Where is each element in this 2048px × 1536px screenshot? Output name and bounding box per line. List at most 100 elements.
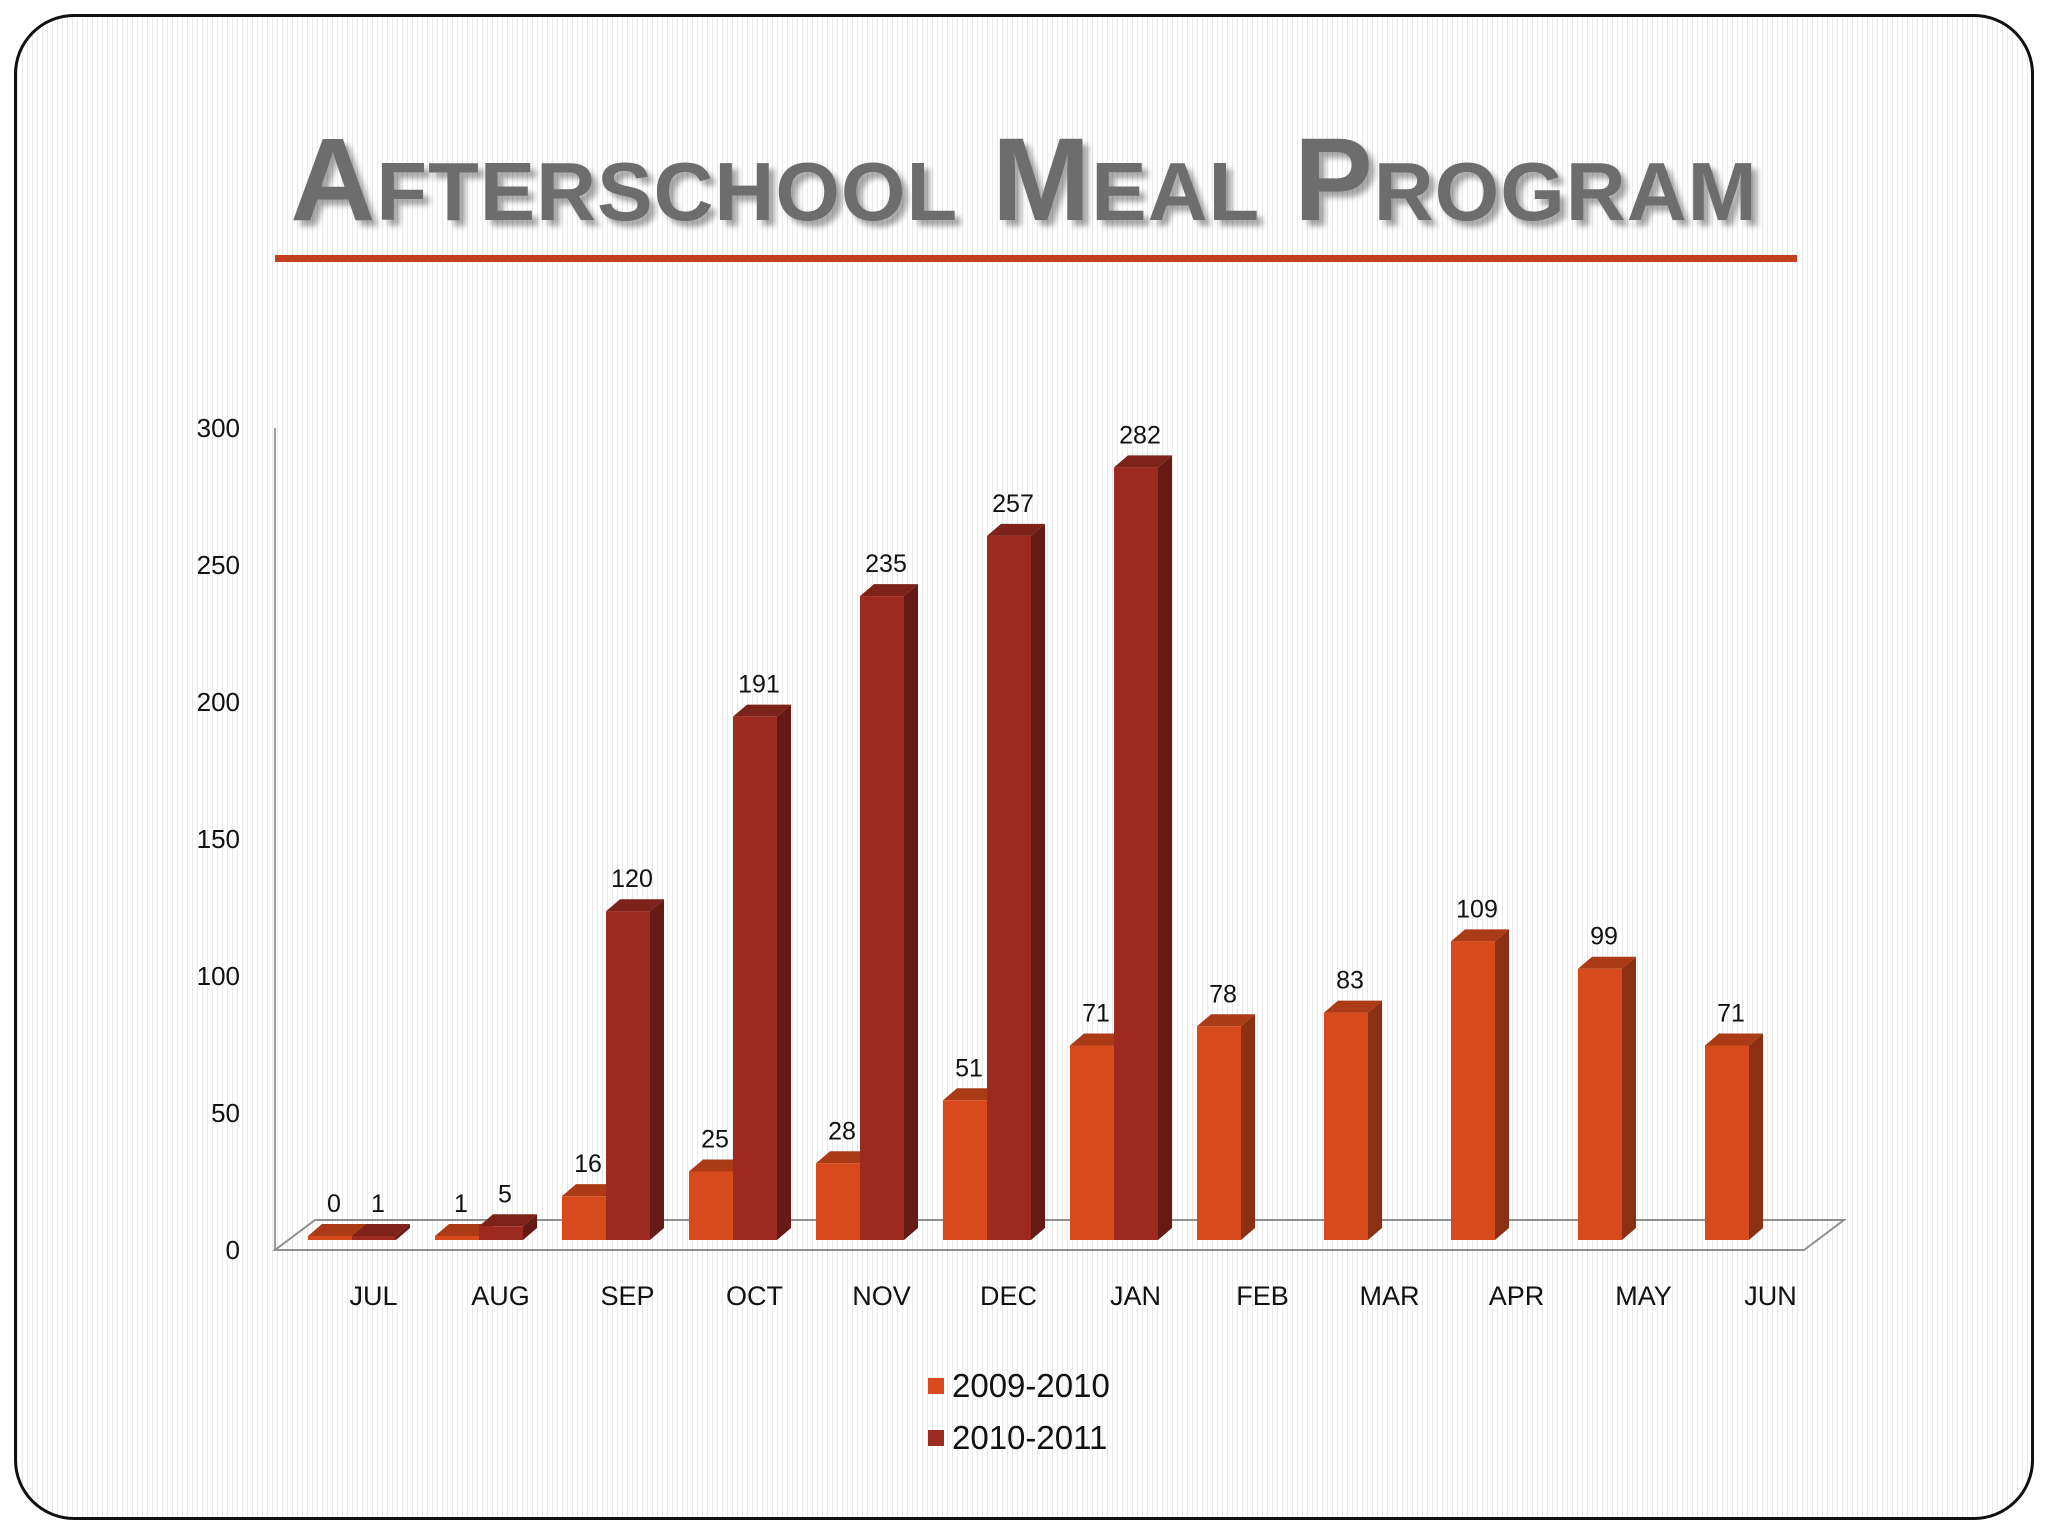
bar-top [1197, 1014, 1255, 1027]
bar [860, 584, 918, 1240]
legend-item-series-1: 2009-2010 [928, 1360, 1110, 1412]
data-label: 25 [701, 1126, 729, 1154]
data-label: 16 [574, 1150, 602, 1178]
bar-top [987, 523, 1045, 536]
bar-top [562, 1184, 620, 1197]
bar [352, 1224, 410, 1240]
bar-side [1749, 1033, 1763, 1240]
data-label: 120 [611, 865, 653, 893]
data-label: 5 [498, 1180, 512, 1208]
y-tick-label: 300 [197, 413, 240, 443]
bar-top [1451, 929, 1509, 942]
bar [479, 1214, 537, 1240]
bar-top [1324, 1000, 1382, 1013]
bar-top [1578, 956, 1636, 969]
x-tick-label: MAY [1615, 1281, 1672, 1311]
bar-side [1241, 1014, 1255, 1240]
chart-axes: 0 50 100 150 200 250 300 [197, 413, 1847, 1265]
bar [1324, 1000, 1382, 1240]
bar-side [1368, 1000, 1382, 1240]
bar-front [352, 1236, 396, 1240]
bar [987, 523, 1045, 1240]
data-label: 1 [454, 1190, 468, 1218]
bar-front [308, 1236, 352, 1240]
x-tick-label: OCT [726, 1281, 783, 1311]
legend-item-series-2: 2010-2011 [928, 1412, 1110, 1464]
bar-front [1324, 1012, 1368, 1240]
x-tick-label: DEC [980, 1281, 1037, 1311]
data-label: 83 [1336, 967, 1364, 995]
legend-swatch-series-2 [928, 1430, 944, 1446]
bar-front [689, 1171, 733, 1240]
y-tick-label: 100 [197, 961, 240, 991]
x-tick-label: JUL [349, 1281, 397, 1311]
data-label: 99 [1590, 923, 1618, 951]
bar-front [1451, 941, 1495, 1240]
data-label: 1 [371, 1190, 385, 1218]
bar-top [689, 1159, 747, 1172]
x-tick-label: JAN [1110, 1281, 1161, 1311]
bar-front [562, 1196, 606, 1240]
data-label: 51 [955, 1054, 983, 1082]
x-tick-label: FEB [1236, 1281, 1289, 1311]
legend-label-series-1: 2009-2010 [952, 1367, 1110, 1404]
bar-front [816, 1163, 860, 1240]
data-label: 282 [1119, 421, 1161, 449]
bar-front [435, 1236, 479, 1240]
bar-top [816, 1151, 874, 1164]
x-tick-label: MAR [1360, 1281, 1420, 1311]
bar-top [733, 704, 791, 717]
chart-floor [272, 1219, 1847, 1251]
y-tick-label: 200 [197, 687, 240, 717]
bar-top [606, 899, 664, 912]
chart-bars [308, 455, 1763, 1240]
bar-side [650, 899, 664, 1240]
bar [1578, 956, 1636, 1240]
bar-top [943, 1088, 1001, 1101]
slide-title: Afterschool Meal Program [290, 114, 1758, 246]
bar-front [733, 716, 777, 1240]
bar-top [1070, 1033, 1128, 1046]
bar-front [479, 1226, 523, 1240]
bar-front [943, 1100, 987, 1240]
y-tick-label: 250 [197, 550, 240, 580]
bar-front [1197, 1026, 1241, 1240]
bar-top [435, 1224, 493, 1236]
legend-swatch-series-1 [928, 1378, 944, 1394]
data-label: 28 [828, 1117, 856, 1145]
data-label: 235 [865, 550, 907, 578]
bar [1451, 929, 1509, 1240]
bar [1197, 1014, 1255, 1240]
bar-top [860, 584, 918, 597]
x-tick-label: AUG [471, 1281, 530, 1311]
bar-side [523, 1214, 537, 1240]
x-tick-label: JUN [1744, 1281, 1797, 1311]
bar-top [352, 1224, 410, 1236]
bar-side [1031, 523, 1045, 1240]
bar [733, 704, 791, 1240]
bar-side [1495, 929, 1509, 1240]
bar [1114, 455, 1172, 1240]
x-tick-label: NOV [852, 1281, 911, 1311]
legend-label-series-2: 2010-2011 [952, 1419, 1108, 1456]
bar-top [308, 1224, 366, 1236]
chart-labels: JUL AUG SEP OCT NOV DEC JAN FEB MAR APR MAY JUN 0 1 1 5… [327, 421, 1797, 1311]
y-tick-label: 150 [197, 824, 240, 854]
bar-front [606, 911, 650, 1240]
data-label: 71 [1717, 999, 1745, 1027]
data-label: 0 [327, 1190, 341, 1218]
bar [606, 899, 664, 1240]
data-label: 257 [992, 490, 1034, 518]
data-label: 71 [1082, 999, 1110, 1027]
bar-side [904, 584, 918, 1240]
y-tick-label: 50 [211, 1098, 240, 1128]
bar-top [479, 1214, 537, 1227]
bar-front [1114, 467, 1158, 1240]
bar-top [1705, 1033, 1763, 1046]
bar-front [1578, 968, 1622, 1240]
bar-front [860, 596, 904, 1240]
x-tick-label: SEP [600, 1281, 654, 1311]
bar-side [1158, 455, 1172, 1240]
bar-side [396, 1224, 410, 1240]
